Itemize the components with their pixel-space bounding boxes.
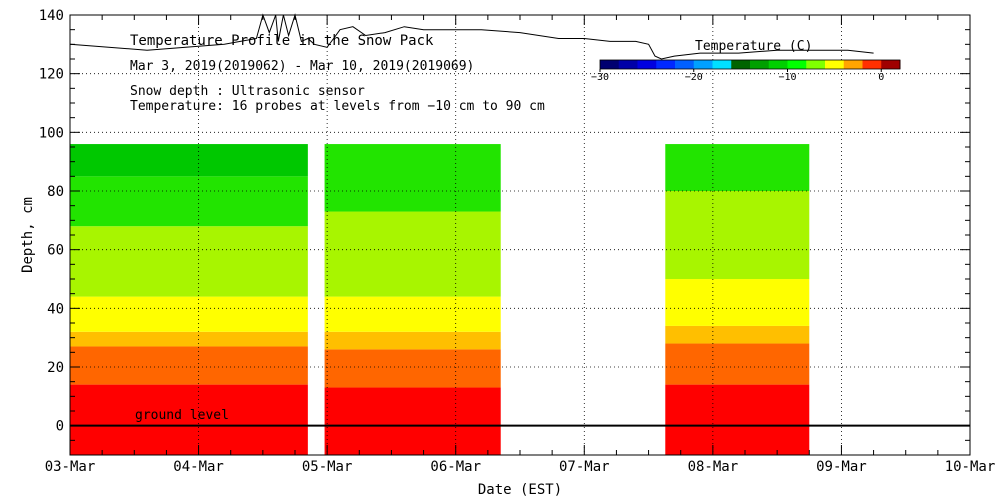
colorbar-swatch-9 <box>768 60 788 69</box>
colorbar-title: Temperature (C) <box>695 39 812 54</box>
colorbar-swatch-2 <box>637 60 657 69</box>
colorbar-swatch-8 <box>750 60 770 69</box>
band-1-3 <box>324 296 501 332</box>
ground-level-label: ground level <box>135 408 229 423</box>
temperature-bands <box>70 144 810 455</box>
x-tick-label-4: 07-Mar <box>559 459 610 475</box>
band-0-6 <box>70 144 308 177</box>
y-tick-label-5: 100 <box>39 125 64 141</box>
band-2-3 <box>665 279 810 326</box>
tick-labels: 03-Mar 04-Mar 05-Mar 06-Mar 07-Mar 08-Mar 09-M… <box>39 8 996 475</box>
band-1-1 <box>324 349 501 388</box>
axis-ticks <box>69 14 971 456</box>
colorbar-swatch-10 <box>787 60 807 69</box>
colorbar-swatch-5 <box>693 60 713 69</box>
colorbar-swatch-13 <box>843 60 863 69</box>
band-1-5 <box>324 144 501 212</box>
colorbar-tick-label-3: 0 <box>878 72 884 83</box>
x-tick-label-2: 05-Mar <box>302 459 353 475</box>
x-axis-title: Date (EST) <box>478 482 562 498</box>
y-tick-label-3: 60 <box>47 243 64 259</box>
band-0-2 <box>70 331 308 347</box>
snow-depth-line <box>69 13 874 60</box>
colorbar-swatch-3 <box>656 60 676 69</box>
colorbar-swatch-7 <box>731 60 751 69</box>
x-tick-label-3: 06-Mar <box>430 459 481 475</box>
colorbar-frame <box>599 59 901 70</box>
band-2-4 <box>665 191 810 279</box>
colorbar-tick-label-0: −30 <box>591 72 609 83</box>
y-tick-label-6: 120 <box>39 67 64 83</box>
colorbar: −30 −20 −10 0 <box>591 59 901 83</box>
chart-title: Temperature Profile in the Snow Pack <box>130 33 434 49</box>
annotation-snow-depth: Snow depth : Ultrasonic sensor <box>130 84 365 99</box>
band-1-0 <box>324 387 501 455</box>
band-2-0 <box>665 384 810 455</box>
band-2-5 <box>665 144 810 191</box>
y-axis-title: Depth, cm <box>20 197 36 273</box>
colorbar-swatch-11 <box>806 60 826 69</box>
colorbar-swatch-12 <box>825 60 845 69</box>
colorbar-swatch-0 <box>600 60 620 69</box>
y-tick-label-7: 140 <box>39 8 64 24</box>
annotation-temperature: Temperature: 16 probes at levels from −1… <box>130 99 545 114</box>
band-1-2 <box>324 331 501 350</box>
band-1-4 <box>324 211 501 297</box>
plot-frame <box>69 14 971 456</box>
y-tick-label-4: 80 <box>47 184 64 200</box>
band-0-1 <box>70 346 308 385</box>
x-tick-label-6: 09-Mar <box>816 459 867 475</box>
band-0-4 <box>70 226 308 297</box>
y-tick-label-2: 40 <box>47 301 64 317</box>
x-tick-label-1: 04-Mar <box>173 459 224 475</box>
y-tick-label-1: 20 <box>47 360 64 376</box>
y-tick-label-0: 0 <box>56 419 64 435</box>
colorbar-tick-label-2: −10 <box>778 72 796 83</box>
colorbar-swatch-15 <box>881 60 901 69</box>
x-tick-label-0: 03-Mar <box>45 459 96 475</box>
colorbar-swatch-4 <box>675 60 695 69</box>
grid-lines <box>70 15 970 455</box>
x-tick-label-5: 08-Mar <box>688 459 739 475</box>
band-0-3 <box>70 296 308 332</box>
band-0-0 <box>70 384 308 455</box>
colorbar-swatch-6 <box>712 60 732 69</box>
x-tick-label-7: 10-Mar <box>945 459 996 475</box>
band-2-2 <box>665 325 810 344</box>
colorbar-swatch-14 <box>862 60 882 69</box>
band-2-1 <box>665 343 810 385</box>
colorbar-tick-label-1: −20 <box>685 72 703 83</box>
chart-subtitle: Mar 3, 2019(2019062) - Mar 10, 2019(2019… <box>130 59 474 74</box>
band-0-5 <box>70 176 308 227</box>
colorbar-swatch-1 <box>618 60 638 69</box>
